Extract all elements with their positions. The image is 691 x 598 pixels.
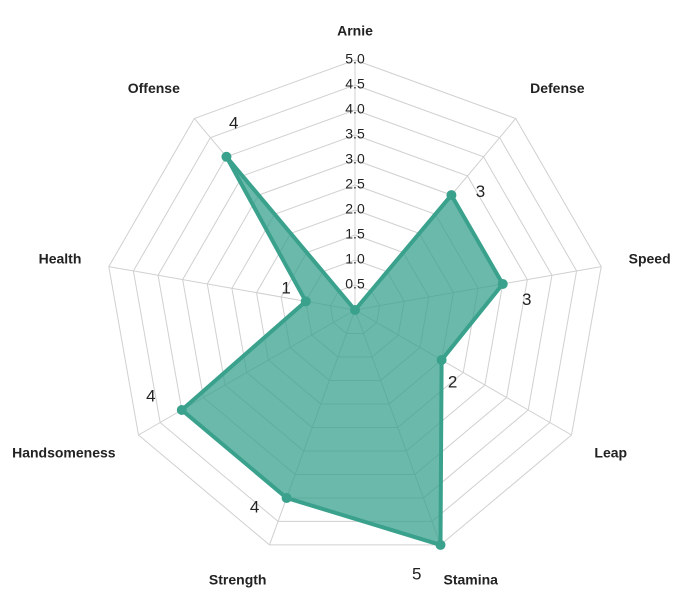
tick-label: 4.5 <box>345 76 365 92</box>
tick-label: 1.5 <box>345 226 365 242</box>
point <box>436 355 447 365</box>
category-label: Health <box>39 251 82 267</box>
category-label: Leap <box>594 445 627 461</box>
point <box>497 278 508 289</box>
tick-label: 0.5 <box>345 276 365 292</box>
category-label: Stamina <box>444 571 499 587</box>
category-label: Strength <box>209 571 267 587</box>
grid-ring <box>132 84 578 522</box>
value-label: 5 <box>412 564 421 583</box>
category-label: Speed <box>629 251 671 267</box>
point <box>435 539 446 550</box>
point <box>281 492 292 503</box>
point <box>221 151 232 162</box>
tick-label: 3.5 <box>345 126 365 142</box>
value-label: 1 <box>281 279 290 298</box>
area <box>179 154 505 547</box>
category-label: Arnie <box>337 23 373 39</box>
value-label: 2 <box>448 373 457 392</box>
value-label: 4 <box>250 498 259 517</box>
tick-label: 2.5 <box>345 176 365 192</box>
tick-label: 2.0 <box>345 201 365 217</box>
category-label: Offense <box>128 80 180 96</box>
point <box>176 405 187 415</box>
value-label: 4 <box>146 387 155 406</box>
point <box>350 305 360 315</box>
value-label: 3 <box>476 182 485 201</box>
value-label: 4 <box>229 114 238 133</box>
tick-label: 3.0 <box>345 151 365 167</box>
grid-ring <box>108 59 602 546</box>
value-label: 3 <box>522 290 531 309</box>
tick-label: 1.0 <box>345 251 365 267</box>
tick-label: 4.0 <box>345 101 365 117</box>
point <box>446 190 457 201</box>
tick-label: 5.0 <box>345 51 365 67</box>
category-label: Handsomeness <box>12 445 116 461</box>
point <box>300 296 311 307</box>
category-label: Defense <box>530 80 585 96</box>
